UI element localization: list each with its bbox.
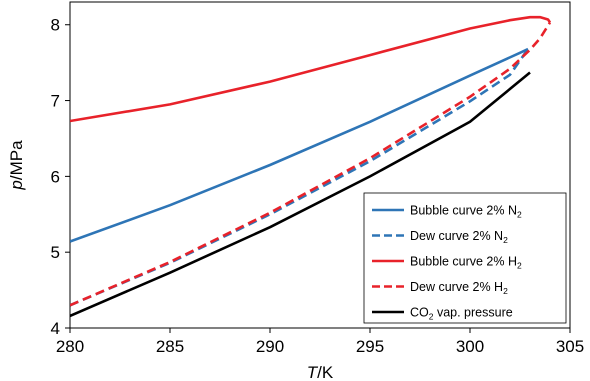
- legend: Bubble curve 2% N2 Dew curve 2% N2 Bubble …: [363, 192, 567, 324]
- x-tick-label: 285: [156, 337, 184, 356]
- x-tick-label: 295: [356, 337, 384, 356]
- y-tick-label: 8: [51, 16, 60, 35]
- y-tick-label: 7: [51, 92, 60, 111]
- legend-label: CO2 vap. pressure: [410, 306, 513, 322]
- x-axis-title: T/K: [307, 363, 334, 381]
- tick-marks: [65, 24, 571, 333]
- series-line-0: [70, 47, 529, 243]
- y-axis-title: p/MPa: [7, 140, 26, 191]
- legend-label: Bubble curve 2% N2: [410, 204, 522, 220]
- plot-area: [69, 1, 571, 329]
- x-tick-label: 280: [56, 337, 84, 356]
- tick-labels: 280 285 290 295 300 305 4 5 6 7 8: [51, 16, 585, 356]
- series-line-2: [70, 15, 552, 123]
- legend-label: Dew curve 2% N2: [410, 229, 508, 245]
- y-tick-label: 6: [51, 167, 60, 186]
- x-tick-label: 300: [456, 337, 484, 356]
- legend-label: Dew curve 2% H2: [410, 280, 508, 296]
- series-lines: [70, 15, 552, 318]
- legend-box: [363, 192, 567, 324]
- y-tick-label: 5: [51, 243, 60, 262]
- series-line-4: [70, 71, 531, 318]
- legend-label: Bubble curve 2% H2: [410, 255, 522, 271]
- x-tick-label: 290: [256, 337, 284, 356]
- x-tick-label: 305: [556, 337, 584, 356]
- series-line-1: [70, 48, 530, 307]
- y-tick-label: 4: [51, 319, 60, 338]
- series-line-3: [70, 21, 552, 307]
